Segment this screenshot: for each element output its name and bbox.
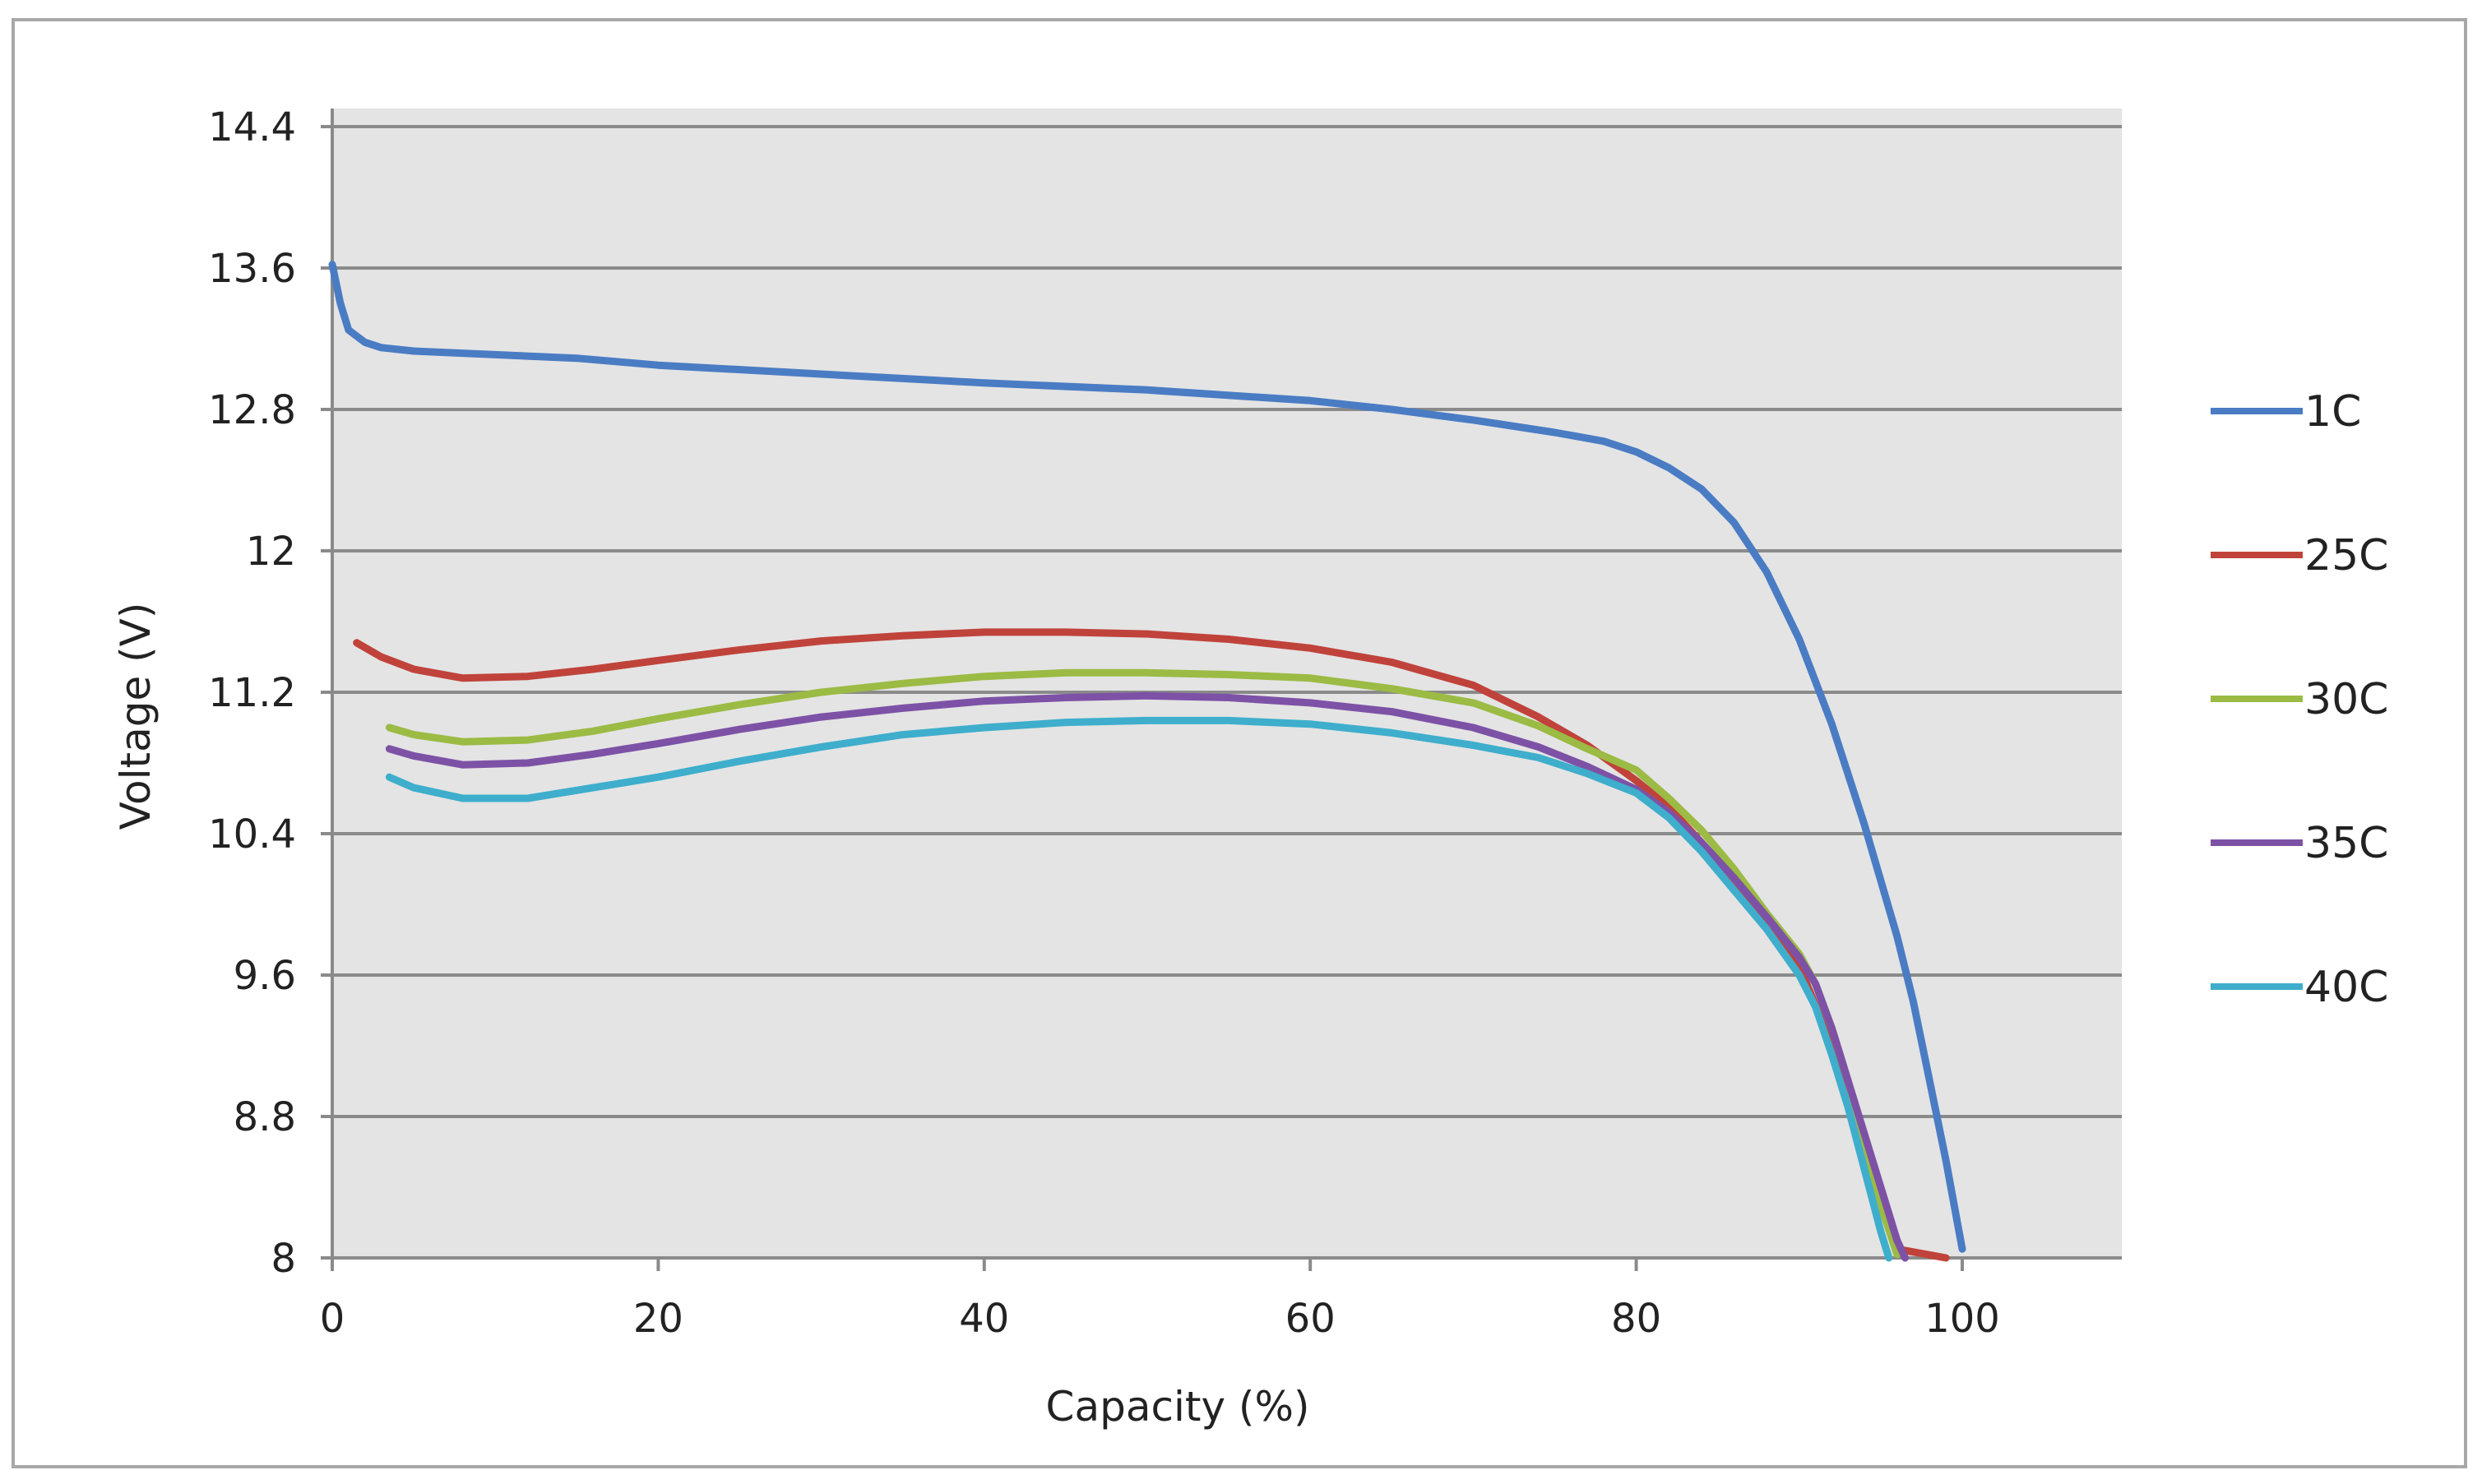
x-tick-label: 0 — [320, 1296, 345, 1342]
y-tick-label: 9.6 — [234, 953, 296, 999]
y-tick-label: 8 — [271, 1236, 296, 1282]
y-tick-label: 12.8 — [208, 387, 296, 433]
y-tick-label: 14.4 — [208, 104, 296, 150]
series-lines — [328, 261, 1966, 1262]
y-tick-label: 13.6 — [208, 246, 296, 292]
y-tick-label: 11.2 — [208, 670, 296, 716]
x-axis-title: Capacity (%) — [1046, 1383, 1310, 1431]
y-axis-title: Voltage (V) — [112, 603, 160, 830]
legend-label-35c: 35C — [2304, 819, 2388, 868]
tick-labels: 8 8.8 9.6 10.4 11.2 12 12.8 13.6 14.4 0 20 40 60 80 10… — [208, 104, 2000, 1342]
y-tick-label: 12 — [246, 529, 296, 575]
series-line-40c — [385, 716, 1893, 1262]
x-tick-label: 20 — [633, 1296, 683, 1342]
legend: 1C 25C 30C 35C 40C — [2211, 387, 2388, 1012]
legend-label-25c: 25C — [2304, 531, 2388, 580]
gridlines — [321, 125, 2122, 1271]
legend-label-30c: 30C — [2304, 675, 2388, 724]
y-tick-label: 8.8 — [234, 1094, 296, 1140]
x-tick-label: 40 — [959, 1296, 1009, 1342]
legend-label-40c: 40C — [2304, 963, 2388, 1012]
series-line-35c — [385, 691, 1910, 1262]
legend-label-1c: 1C — [2304, 387, 2361, 437]
x-tick-label: 60 — [1285, 1296, 1336, 1342]
plot-area — [332, 109, 2122, 1258]
series-line-1c — [328, 261, 1966, 1253]
x-tick-label: 80 — [1611, 1296, 1661, 1342]
y-tick-label: 10.4 — [208, 811, 296, 858]
axes — [331, 109, 2122, 1260]
x-tick-label: 100 — [1924, 1296, 2000, 1342]
